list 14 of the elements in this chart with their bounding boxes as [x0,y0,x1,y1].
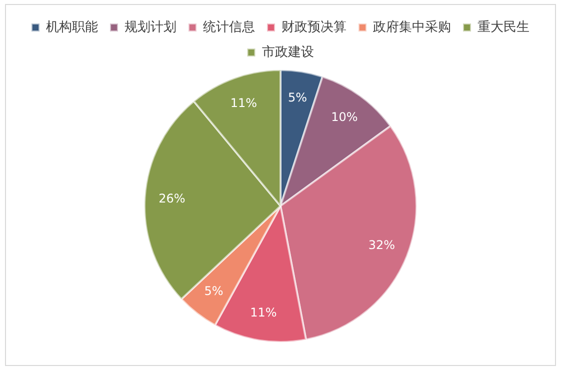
legend-label: 规划计划 [124,20,176,35]
data-label: 11% [230,96,257,110]
legend-label: 重大民生 [478,20,530,35]
data-label: 32% [368,238,395,252]
data-label: 5% [288,90,308,105]
legend-label: 统计信息 [203,20,255,35]
data-label: 11% [250,306,277,320]
data-label: 26% [158,191,186,206]
data-label: 10% [331,110,358,124]
legend-label: 政府集中采购 [373,18,451,35]
legend-label: 财政预决算 [282,20,346,35]
data-label: 5% [204,284,224,298]
legend-label: 市政建设 [262,44,314,60]
legend-label: 机构职能 [46,20,98,35]
